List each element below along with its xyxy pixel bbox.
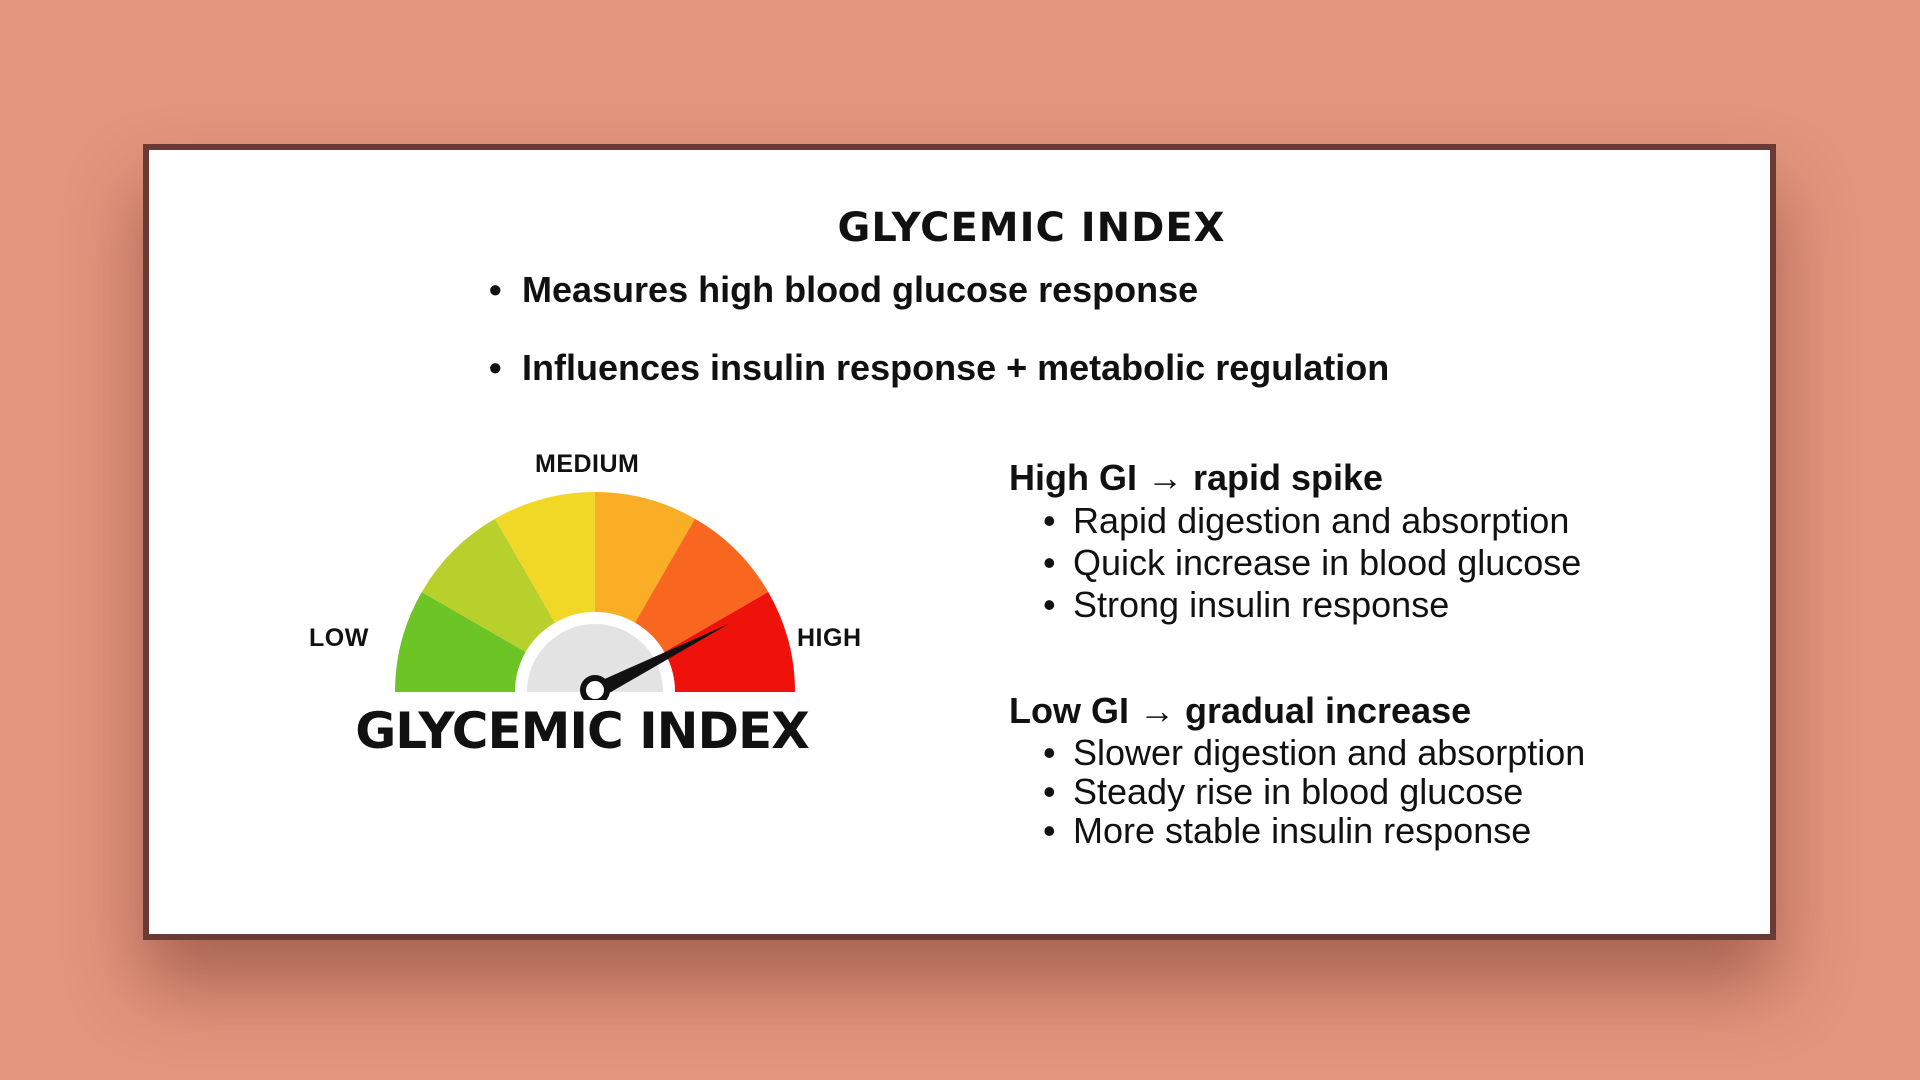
gauge-segment	[395, 592, 526, 692]
gauge-segment	[664, 592, 795, 692]
high-gi-section: High GI → rapid spike Rapid digestion an…	[1009, 456, 1581, 626]
slide-card: GLYCEMIC INDEX Measures high blood gluco…	[143, 144, 1776, 940]
high-gi-heading: High GI → rapid spike	[1009, 457, 1384, 498]
low-gi-heading: Low GI → gradual increase	[1009, 690, 1472, 731]
intro-bullet-list: Measures high blood glucose response Inf…	[489, 270, 1389, 426]
high-gi-point: Strong insulin response	[1043, 584, 1581, 626]
intro-bullet: Influences insulin response + metabolic …	[489, 348, 1389, 426]
glycemic-gauge-illustration: MEDIUM LOW HIGH GLYCEMIC INDEX	[219, 440, 861, 780]
gauge-label-medium: MEDIUM	[535, 450, 640, 478]
low-gi-section: Low GI → gradual increase Slower digesti…	[1009, 689, 1585, 850]
gauge-needle	[591, 623, 729, 700]
low-gi-point: Slower digestion and absorption	[1043, 733, 1585, 772]
gauge-label-high: HIGH	[797, 624, 862, 652]
gauge-segment	[595, 492, 695, 623]
low-gi-point: Steady rise in blood glucose	[1043, 772, 1585, 811]
slide-title: GLYCEMIC INDEX	[837, 205, 1226, 251]
gauge-segment	[421, 518, 555, 652]
gauge-label-low: LOW	[309, 624, 369, 652]
intro-bullet: Measures high blood glucose response	[489, 270, 1389, 348]
low-gi-point: More stable insulin response	[1043, 811, 1585, 850]
gauge-segment	[495, 492, 595, 623]
high-gi-point: Rapid digestion and absorption	[1043, 500, 1581, 542]
gauge-title: GLYCEMIC INDEX	[355, 702, 810, 760]
high-gi-point: Quick increase in blood glucose	[1043, 542, 1581, 584]
gauge-needle-pivot	[580, 675, 610, 700]
high-gi-list: Rapid digestion and absorption Quick inc…	[1009, 500, 1581, 626]
low-gi-list: Slower digestion and absorption Steady r…	[1009, 733, 1585, 850]
gauge-segment	[635, 518, 769, 652]
gauge-dial	[395, 492, 795, 700]
